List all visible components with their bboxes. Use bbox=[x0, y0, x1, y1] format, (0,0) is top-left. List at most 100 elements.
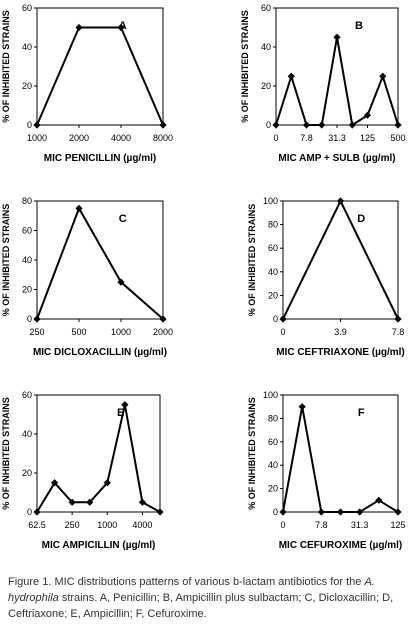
panel-b-frame bbox=[275, 7, 399, 126]
x-tick-label: 31.3 bbox=[328, 133, 346, 143]
data-point bbox=[375, 496, 383, 504]
y-tick-label: 60 bbox=[22, 390, 32, 400]
data-point bbox=[138, 498, 147, 506]
series-line bbox=[282, 406, 399, 513]
data-point bbox=[279, 508, 287, 516]
data-point bbox=[394, 121, 402, 129]
data-point bbox=[68, 498, 76, 506]
y-tick-label: 80 bbox=[22, 196, 32, 206]
x-tick-label: 7.8 bbox=[392, 327, 405, 337]
x-tick-label: 4000 bbox=[111, 133, 131, 143]
series-line bbox=[282, 198, 399, 320]
x-tick-label: 2000 bbox=[153, 327, 173, 337]
data-point bbox=[75, 23, 83, 32]
y-tick-label: 60 bbox=[22, 226, 32, 236]
y-axis-title: % OF INHIBITED STRAINS bbox=[1, 10, 11, 123]
data-point bbox=[272, 121, 280, 129]
data-point bbox=[298, 403, 306, 411]
data-point bbox=[379, 72, 387, 80]
data-point bbox=[117, 23, 125, 32]
x-tick-label: 500 bbox=[390, 133, 405, 143]
panel-c: 0 20 40 60 80 250 500 1000 2000 C MIC DICLOXACILLI… bbox=[1, 196, 173, 358]
panel-d: 0 20 40 60 80 100 0 3.9 7.8 D MIC CEFTRIAXONE (µg/… bbox=[247, 196, 405, 358]
data-point bbox=[356, 508, 364, 516]
data-point bbox=[333, 33, 341, 41]
x-tick-label: 250 bbox=[29, 327, 44, 337]
caption-text-after: strains. A, Penicillin; B, Ampicillin pl… bbox=[8, 592, 394, 620]
x-axis-title: MIC DICLOXACILLIN (µg/ml) bbox=[33, 347, 167, 358]
x-axis-title: MIC AMP + SULB (µg/ml) bbox=[278, 153, 395, 164]
data-point bbox=[317, 508, 325, 516]
panel-e: 0 20 40 60 62.5 250 1000 4000 E MIC AMPICILLIN (µ… bbox=[1, 390, 164, 551]
y-tick-label: 60 bbox=[268, 437, 278, 447]
y-tick-label: 20 bbox=[268, 290, 278, 300]
series-line bbox=[36, 26, 164, 126]
panel-letter: F bbox=[358, 407, 365, 419]
x-tick-label: 2000 bbox=[69, 133, 89, 143]
y-tick-label: 80 bbox=[268, 413, 278, 423]
y-tick-label: 60 bbox=[261, 3, 271, 13]
x-tick-label: 250 bbox=[65, 520, 80, 530]
y-tick-label: 0 bbox=[273, 507, 278, 517]
data-point bbox=[336, 197, 345, 205]
caption-text-before: Figure 1. MIC distributions patterns of … bbox=[8, 576, 365, 588]
panel-d-frame bbox=[282, 200, 399, 320]
x-tick-label: 1000 bbox=[111, 327, 131, 337]
y-tick-label: 40 bbox=[261, 42, 271, 52]
panel-a-frame bbox=[36, 7, 164, 126]
y-tick-label: 40 bbox=[22, 42, 32, 52]
figure-caption: Figure 1. MIC distributions patterns of … bbox=[8, 574, 404, 622]
panel-b: 0 20 40 60 0 7.8 31.3 125 500 B MIC AMP + SULB (µg… bbox=[240, 3, 406, 164]
data-point bbox=[33, 121, 41, 129]
y-tick-label: 20 bbox=[268, 484, 278, 494]
y-tick-label: 40 bbox=[22, 429, 32, 439]
x-axis-title: MIC PENICILLIN (µg/ml) bbox=[44, 153, 156, 164]
data-point bbox=[75, 204, 83, 212]
x-axis-title: MIC CEFUROXIME (µg/ml) bbox=[279, 540, 403, 551]
panel-a: 0 20 40 60 1000 2000 4000 8000 A MIC PENICILLIN (… bbox=[1, 3, 173, 164]
data-point bbox=[394, 315, 402, 323]
series-line bbox=[36, 404, 161, 513]
data-point bbox=[348, 121, 356, 129]
y-tick-label: 40 bbox=[268, 460, 278, 470]
data-point bbox=[121, 401, 129, 409]
series-line bbox=[275, 37, 399, 127]
y-tick-label: 20 bbox=[261, 81, 271, 91]
data-point bbox=[363, 111, 372, 119]
y-tick-label: 80 bbox=[268, 220, 278, 230]
series-line bbox=[36, 206, 164, 320]
data-point bbox=[336, 508, 345, 516]
x-tick-label: 125 bbox=[360, 133, 375, 143]
x-tick-label: 3.9 bbox=[334, 327, 347, 337]
x-axis-title: MIC AMPICILLIN (µg/ml) bbox=[42, 540, 156, 551]
y-axis-title: % OF INHIBITED STRAINS bbox=[1, 204, 11, 317]
panel-f: 0 20 40 60 80 100 0 7.8 31.3 125 F MIC CEFUROXIME (… bbox=[247, 390, 406, 551]
panel-letter: C bbox=[119, 213, 127, 225]
data-point bbox=[156, 508, 164, 516]
y-axis-title: % OF INHIBITED STRAINS bbox=[1, 397, 11, 510]
x-tick-label: 0 bbox=[280, 520, 285, 530]
x-tick-label: 500 bbox=[71, 327, 86, 337]
x-tick-label: 7.8 bbox=[315, 520, 328, 530]
caption-box: Figure 1. MIC distributions patterns of … bbox=[0, 568, 411, 626]
panel-letter: E bbox=[117, 407, 124, 419]
data-point bbox=[117, 278, 125, 286]
caption-species: A. hydrophila bbox=[8, 576, 375, 604]
panel-letter: D bbox=[357, 213, 365, 225]
y-tick-label: 0 bbox=[273, 314, 278, 324]
data-point bbox=[279, 315, 287, 323]
x-tick-label: 62.5 bbox=[28, 520, 46, 530]
x-tick-label: 8000 bbox=[153, 133, 173, 143]
y-tick-label: 100 bbox=[263, 390, 278, 400]
y-tick-label: 20 bbox=[22, 285, 32, 295]
y-tick-label: 100 bbox=[263, 196, 278, 206]
x-tick-label: 125 bbox=[390, 520, 405, 530]
data-point bbox=[302, 121, 311, 129]
y-tick-label: 60 bbox=[22, 3, 32, 13]
data-point bbox=[103, 479, 111, 487]
y-tick-label: 0 bbox=[27, 120, 32, 130]
data-point bbox=[287, 72, 295, 80]
y-tick-label: 0 bbox=[27, 507, 32, 517]
y-tick-label: 20 bbox=[22, 468, 32, 478]
